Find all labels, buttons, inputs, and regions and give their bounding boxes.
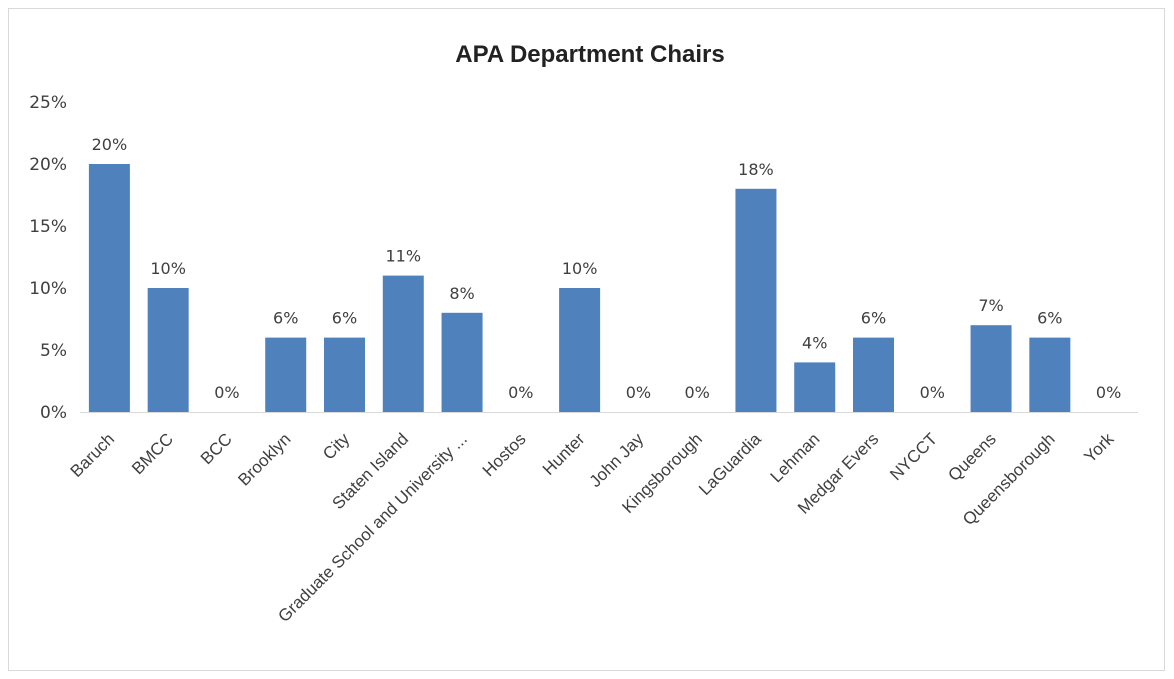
data-label: 6% — [1037, 309, 1062, 328]
data-label: 8% — [449, 284, 474, 303]
y-tick-label: 5% — [40, 341, 67, 361]
bar — [441, 312, 483, 412]
x-tick-label: Hostos — [479, 429, 530, 480]
x-tick-label: Baruch — [67, 429, 119, 481]
x-tick-label: LaGuardia — [695, 429, 765, 499]
x-tick-label: NYCCT — [886, 429, 941, 484]
bar — [853, 337, 894, 412]
bar-series — [88, 164, 1071, 412]
x-tick-label: John Jay — [586, 429, 648, 491]
x-tick-label: Brooklyn — [234, 429, 294, 489]
chart-title: APA Department Chairs — [455, 41, 724, 68]
data-label: 6% — [273, 309, 298, 328]
bar — [147, 288, 189, 412]
x-tick-label: City — [319, 429, 353, 463]
data-label: 0% — [508, 383, 533, 402]
y-tick-label: 15% — [29, 217, 67, 237]
bar — [794, 362, 836, 412]
x-tick-label: BCC — [197, 429, 236, 468]
y-tick-label: 0% — [40, 403, 67, 423]
data-label: 4% — [802, 333, 827, 352]
data-label: 0% — [214, 383, 239, 402]
data-label: 18% — [738, 160, 774, 179]
bar — [970, 325, 1012, 412]
data-label: 0% — [1096, 383, 1121, 402]
y-tick-label: 25% — [29, 93, 67, 113]
bar — [382, 275, 424, 412]
x-tick-label: Queens — [944, 429, 1000, 485]
y-tick-label: 20% — [29, 155, 67, 175]
data-label: 6% — [861, 309, 886, 328]
data-label: 11% — [385, 247, 421, 266]
data-label: 0% — [626, 383, 651, 402]
data-labels: 20% 10% 0% 6% 6% 11% 8% 0% 10% 0% 0% 18% 4% 6% 0% 7% 6% 0… — [92, 135, 1122, 402]
x-tick-label: BMCC — [128, 429, 177, 478]
data-label: 10% — [562, 259, 598, 278]
y-tick-label: 10% — [29, 279, 67, 299]
y-axis: 0% 5% 10% 15% 20% 25% — [29, 93, 67, 423]
data-label: 6% — [332, 309, 357, 328]
data-label: 7% — [978, 296, 1003, 315]
bar — [265, 337, 307, 412]
bar — [1029, 337, 1071, 412]
data-label: 20% — [92, 135, 128, 154]
x-tick-label: Lehman — [767, 429, 824, 486]
data-label: 0% — [684, 383, 709, 402]
bar — [559, 288, 601, 412]
x-tick-label: York — [1080, 429, 1117, 466]
data-label: 0% — [920, 383, 945, 402]
bar — [88, 164, 130, 412]
x-tick-label: Hunter — [539, 429, 589, 479]
bar — [735, 188, 777, 412]
data-label: 10% — [150, 259, 186, 278]
bar — [324, 337, 365, 412]
